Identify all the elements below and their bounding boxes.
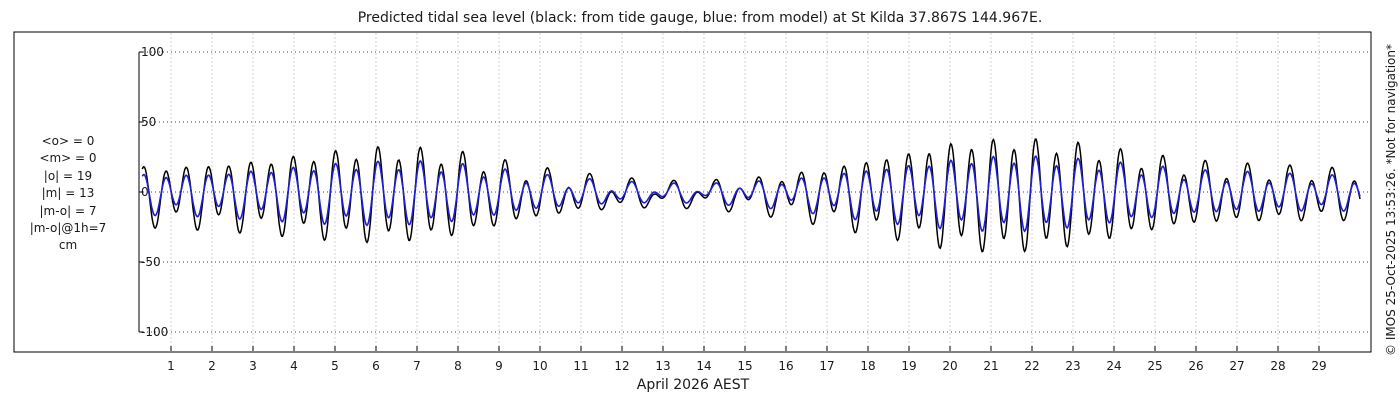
x-tick-label: 13 — [655, 359, 670, 373]
stat-unit: cm — [58, 238, 78, 253]
series-layer — [141, 138, 1361, 253]
y-tick-label: -50 — [141, 255, 161, 269]
x-tick-label: 3 — [249, 359, 257, 373]
x-tick-label: 25 — [1147, 359, 1162, 373]
vertical-gridlines — [170, 33, 1320, 351]
stat-model-abs: |m| = 13 — [41, 186, 95, 201]
x-tick-label: 21 — [983, 359, 998, 373]
x-tick-label: 8 — [454, 359, 462, 373]
y-tick-label: -100 — [141, 325, 168, 339]
chart-title: Predicted tidal sea level (black: from t… — [357, 10, 1043, 26]
credit-text: © IMOS 25-Oct-2025 13:53:26. *Not for na… — [1384, 44, 1398, 356]
x-axis-label: April 2026 AEST — [636, 377, 750, 393]
horizontal-gridlines — [139, 51, 1371, 333]
x-tick-label: 2 — [208, 359, 216, 373]
x-tick-label: 1 — [167, 359, 175, 373]
x-tick-label: 20 — [942, 359, 957, 373]
stat-diff-1h: |m-o|@1h=7 — [29, 221, 107, 236]
stat-diff-abs: |m-o| = 7 — [39, 203, 97, 218]
x-tick-label: 17 — [819, 359, 834, 373]
series-line-model — [141, 155, 1361, 233]
stat-obs-mean: <o> = 0 — [41, 134, 95, 148]
x-tick-label: 19 — [901, 359, 916, 373]
x-tick-label: 15 — [737, 359, 752, 373]
stat-model-mean: <m> = 0 — [39, 151, 97, 166]
x-tick-label: 22 — [1024, 359, 1039, 373]
x-tick-label: 9 — [495, 359, 503, 373]
y-axis: 100 50 0 -50 -100 — [139, 45, 168, 339]
x-tick-label: 16 — [778, 359, 793, 373]
x-tick-label: 24 — [1106, 359, 1121, 373]
x-tick-label: 12 — [614, 359, 629, 373]
x-tick-label: 29 — [1311, 359, 1326, 373]
x-tick-label: 23 — [1065, 359, 1080, 373]
plot-frame — [13, 31, 1372, 353]
x-tick-label: 6 — [372, 359, 380, 373]
y-tick-label: 100 — [141, 45, 164, 59]
x-axis: 1 2 3 4 5 6 7 8 9 10 11 12 13 14 15 16 17 18 19 20 21 22 23 24 2… — [167, 346, 1327, 373]
x-tick-label: 10 — [532, 359, 547, 373]
stats-panel: <o> = 0 <m> = 0 |o| = 19 |m| = 13 |m-o| … — [18, 133, 118, 255]
x-tick-label: 4 — [290, 359, 298, 373]
x-tick-label: 7 — [413, 359, 421, 373]
x-tick-label: 28 — [1270, 359, 1285, 373]
x-tick-label: 14 — [696, 359, 711, 373]
stat-obs-abs: |o| = 19 — [43, 168, 93, 183]
x-tick-label: 11 — [573, 359, 588, 373]
x-tick-label: 18 — [860, 359, 875, 373]
x-tick-label: 27 — [1229, 359, 1244, 373]
x-tick-label: 5 — [331, 359, 339, 373]
x-tick-label: 26 — [1188, 359, 1203, 373]
y-tick-label: 50 — [141, 115, 156, 129]
y-tick-label: 0 — [141, 185, 149, 199]
